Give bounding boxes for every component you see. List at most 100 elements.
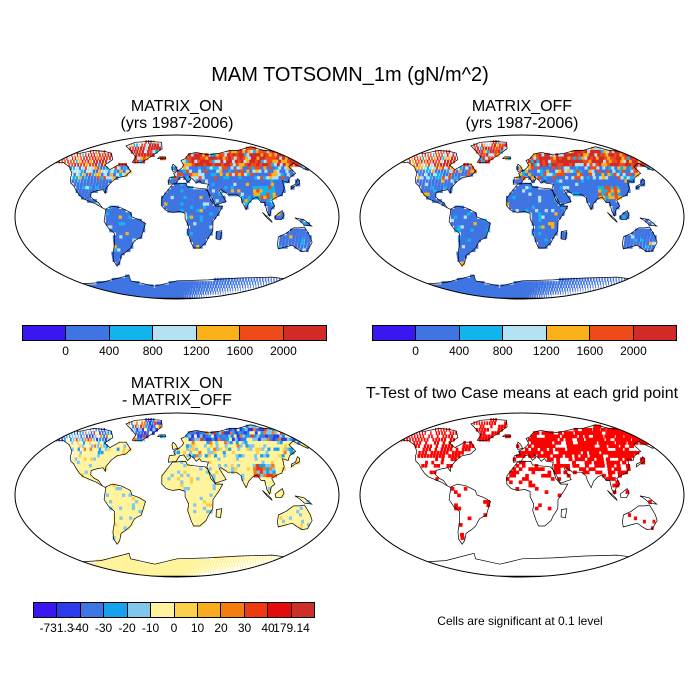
- grid-cell: [391, 284, 399, 289]
- grid-cell: [492, 294, 498, 298]
- grid-cell: [239, 182, 244, 187]
- grid-cell: [197, 441, 202, 445]
- grid-cell: [624, 156, 630, 161]
- grid-cell: [183, 486, 188, 491]
- grid-cell: [422, 169, 425, 174]
- grid-cell: [134, 146, 137, 151]
- grid-cell: [174, 287, 178, 292]
- grid-cell: [478, 290, 484, 295]
- grid-cell: [250, 277, 253, 282]
- grid-cell: [628, 159, 634, 164]
- grid-cell: [115, 496, 120, 501]
- grid-cell: [189, 503, 194, 508]
- grid-cell: [244, 163, 249, 167]
- grid-cell: [291, 153, 297, 157]
- grid-cell: [622, 186, 627, 190]
- grid-cell: [71, 562, 78, 567]
- grid-cell: [276, 555, 278, 560]
- grid-cell: [105, 208, 110, 213]
- grid-cell: [177, 287, 180, 292]
- grid-cell: [256, 450, 261, 455]
- grid-cell: [200, 163, 205, 167]
- grid-cell: [206, 284, 209, 289]
- grid-cell: [253, 434, 259, 439]
- grid-cell: [186, 450, 190, 455]
- grid-cell: [208, 437, 213, 442]
- grid-cell: [122, 169, 126, 174]
- grid-cell: [214, 179, 219, 184]
- grid-cell: [301, 156, 308, 161]
- grid-cell: [210, 290, 212, 295]
- grid-cell: [80, 163, 83, 167]
- grid-cell: [253, 163, 258, 167]
- grid-cell: [204, 447, 208, 452]
- grid-cell: [559, 284, 562, 289]
- grid-cell: [92, 294, 102, 298]
- grid-cell: [394, 159, 397, 164]
- grid-cell: [159, 290, 163, 295]
- grid-cell: [206, 228, 210, 233]
- grid-cell: [153, 565, 158, 570]
- grid-cell: [205, 437, 210, 442]
- grid-cell: [192, 287, 196, 292]
- grid-cell: [114, 444, 118, 449]
- grid-cell: [652, 153, 659, 157]
- grid-cell: [239, 166, 244, 171]
- grid-cell: [189, 473, 194, 478]
- grid-cell: [141, 421, 144, 426]
- grid-cell: [555, 290, 557, 295]
- grid-cell: [230, 555, 233, 560]
- grid-cell: [121, 222, 126, 226]
- grid-cell: [215, 490, 220, 494]
- grid-cell: [538, 231, 542, 236]
- grid-cell: [491, 290, 496, 295]
- grid-cell: [646, 238, 650, 243]
- grid-cell: [189, 447, 193, 452]
- grid-cell: [264, 555, 267, 560]
- grid-cell: [71, 163, 74, 167]
- grid-cell: [91, 172, 95, 177]
- grid-cell: [267, 208, 272, 213]
- grid-cell: [575, 189, 580, 193]
- grid-cell: [160, 294, 164, 298]
- grid-cell: [267, 205, 272, 210]
- grid-cell: [625, 186, 631, 190]
- grid-cell: [328, 526, 331, 531]
- grid-cell: [209, 222, 213, 226]
- grid-cell: [67, 290, 76, 295]
- grid-cell: [123, 277, 128, 282]
- grid-cell: [241, 163, 246, 167]
- grid-cell: [419, 179, 423, 184]
- grid-cell: [218, 509, 223, 514]
- grid-cell: [587, 166, 592, 171]
- grid-cell: [457, 222, 461, 226]
- grid-cell: [90, 457, 93, 462]
- grid-cell: [552, 281, 555, 285]
- grid-cell: [116, 450, 119, 455]
- grid-cell: [100, 149, 103, 154]
- grid-cell: [259, 441, 264, 445]
- grid-cell: [63, 284, 70, 289]
- grid-cell: [288, 447, 294, 452]
- grid-cell: [173, 486, 178, 491]
- grid-cell: [524, 281, 528, 285]
- grid-cell: [90, 437, 93, 442]
- grid-cell: [534, 294, 536, 298]
- grid-cell: [530, 163, 535, 167]
- grid-cell: [458, 172, 461, 177]
- grid-cell: [584, 156, 589, 161]
- grid-cell: [125, 238, 130, 243]
- grid-cell: [530, 156, 534, 161]
- grid-cell: [170, 199, 175, 203]
- grid-cell: [138, 225, 142, 230]
- grid-cell: [211, 457, 215, 462]
- grid-cell: [273, 182, 279, 187]
- grid-cell: [290, 555, 292, 560]
- grid-cell: [81, 467, 86, 471]
- grid-cell: [123, 523, 128, 527]
- grid-cell: [281, 176, 287, 180]
- grid-cell: [276, 277, 278, 282]
- grid-cell: [180, 199, 184, 203]
- grid-cell: [573, 149, 579, 154]
- grid-cell: [217, 454, 221, 458]
